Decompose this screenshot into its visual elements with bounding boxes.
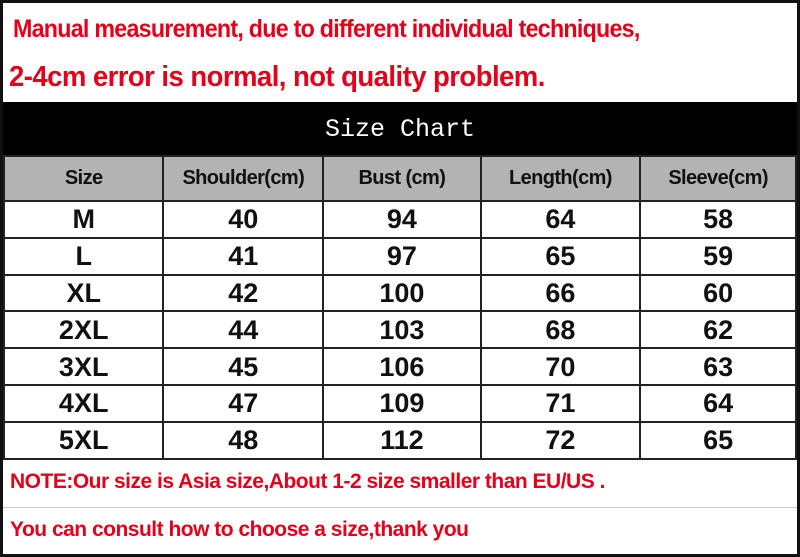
table-header-row: Size Shoulder(cm) Bust (cm) Length(cm) Sleev…: [2, 155, 797, 202]
table-cell: 112: [322, 420, 482, 460]
table-cell: 66: [479, 273, 642, 313]
table-cell: 71: [479, 383, 642, 423]
table-cell: 48: [162, 420, 325, 460]
table-row: 4XL 47 109 71 64: [2, 383, 797, 423]
table-cell: 47: [162, 383, 325, 423]
measurement-disclaimer-line2: 2-4cm error is normal, not quality probl…: [9, 61, 545, 93]
table-cell: 3XL: [2, 347, 165, 386]
table-cell: L: [2, 236, 165, 276]
table-cell: 62: [639, 310, 797, 350]
table-cell: M: [2, 200, 165, 239]
table-cell: 41: [162, 236, 325, 276]
table-cell: 64: [479, 200, 642, 239]
table-cell: 100: [322, 273, 482, 313]
table-cell: 58: [639, 200, 797, 239]
column-header: Shoulder(cm): [162, 155, 325, 202]
table-cell: 44: [162, 310, 325, 350]
table-cell: 60: [639, 273, 797, 313]
chart-title: Size Chart: [3, 102, 797, 155]
asia-size-note: NOTE:Our size is Asia size,About 1-2 siz…: [3, 459, 797, 508]
table-cell: 64: [639, 383, 797, 423]
table-cell: 65: [479, 236, 642, 276]
column-header: Bust (cm): [322, 155, 482, 202]
column-header: Length(cm): [479, 155, 642, 202]
table-cell: 4XL: [2, 383, 165, 423]
table-cell: 109: [322, 383, 482, 423]
table-cell: 97: [322, 236, 482, 276]
table-cell: 40: [162, 200, 325, 239]
table-cell: 70: [479, 347, 642, 386]
measurement-disclaimer-line1: Manual measurement, due to different ind…: [13, 15, 640, 43]
table-row: M 40 94 64 58: [2, 200, 797, 239]
table-cell: 103: [322, 310, 482, 350]
table-cell: 65: [639, 420, 797, 460]
table-row: L 41 97 65 59: [2, 236, 797, 276]
table-cell: XL: [2, 273, 165, 313]
consult-note: You can consult how to choose a size,tha…: [10, 518, 469, 541]
table-row: 3XL 45 106 70 63: [2, 347, 797, 386]
table-row: XL 42 100 66 60: [2, 273, 797, 313]
table-cell: 63: [639, 347, 797, 386]
table-cell: 94: [322, 200, 482, 239]
table-cell: 5XL: [2, 420, 165, 460]
table-cell: 42: [162, 273, 325, 313]
table-row: 2XL 44 103 68 62: [2, 310, 797, 350]
table-row: 5XL 48 112 72 65: [2, 420, 797, 460]
column-header: Sleeve(cm): [639, 155, 797, 202]
table-cell: 106: [322, 347, 482, 386]
table-cell: 45: [162, 347, 325, 386]
table-cell: 2XL: [2, 310, 165, 350]
table-cell: 59: [639, 236, 797, 276]
size-table: Size Shoulder(cm) Bust (cm) Length(cm) Sleev…: [2, 155, 797, 460]
column-header: Size: [2, 155, 165, 202]
table-cell: 72: [479, 420, 642, 460]
table-cell: 68: [479, 310, 642, 350]
